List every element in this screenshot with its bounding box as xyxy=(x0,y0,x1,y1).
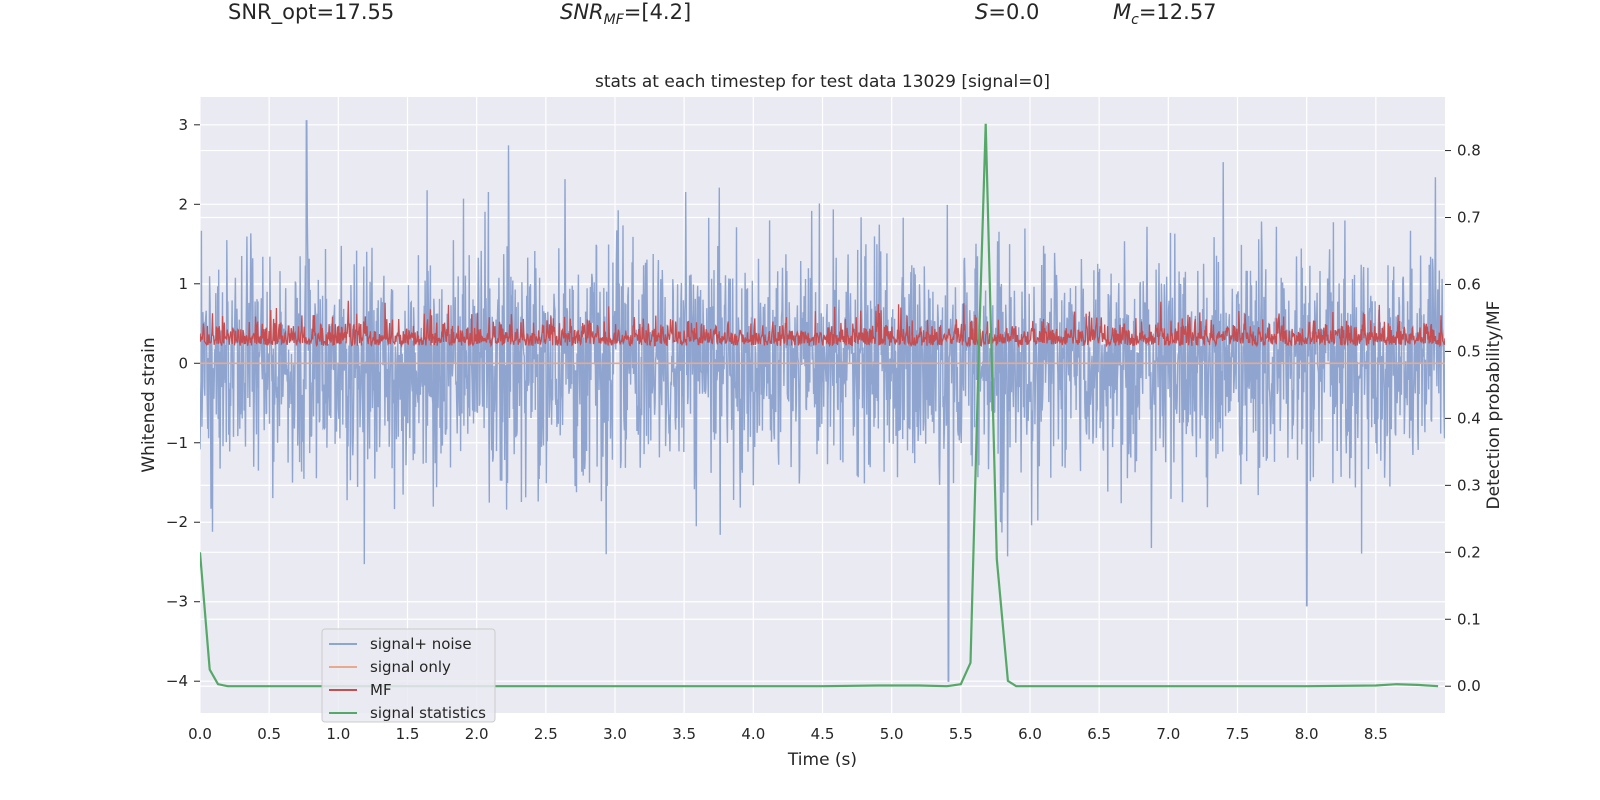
y-tick-label: 1 xyxy=(178,275,188,293)
axis-ticks: 0.0 0.5 1.0 1.5 2.0 2.5 3.0 3.5 4.0 4.5 5.0 5.5 6.0 6… xyxy=(166,116,1481,743)
y-tick-label: −1 xyxy=(166,434,188,452)
legend-entry: signal+ noise xyxy=(370,635,472,653)
x-tick-label: 7.0 xyxy=(1156,725,1180,743)
y2-tick-label: 0.0 xyxy=(1457,677,1481,695)
mc-label: Mc=12.57 xyxy=(1113,0,1217,29)
x-tick-label: 6.5 xyxy=(1087,725,1111,743)
x-tick-label: 1.5 xyxy=(396,725,420,743)
series-mf xyxy=(200,300,1445,349)
y-tick-label: −2 xyxy=(166,513,188,531)
x-tick-label: 2.5 xyxy=(534,725,558,743)
x-tick-label: 5.5 xyxy=(949,725,973,743)
series-group xyxy=(200,120,1445,688)
series-signal-noise xyxy=(200,120,1445,682)
x-tick-label: 0.5 xyxy=(257,725,281,743)
y2-tick-label: 0.5 xyxy=(1457,342,1481,360)
y2-tick-label: 0.3 xyxy=(1457,476,1481,494)
s-label: S=0.0 xyxy=(975,0,1040,24)
chart-title: stats at each timestep for test data 130… xyxy=(595,72,1050,92)
x-tick-label: 0.0 xyxy=(188,725,212,743)
y2-tick-label: 0.1 xyxy=(1457,610,1481,628)
x-tick-label: 1.0 xyxy=(326,725,350,743)
y-tick-label: −4 xyxy=(166,672,188,690)
legend-box xyxy=(321,628,496,723)
legend: signal+ noise signal only MF signal statist… xyxy=(321,628,496,723)
y2-tick-label: 0.7 xyxy=(1457,209,1481,227)
series-signal-statistics xyxy=(200,123,1439,688)
y2-tick-label: 0.4 xyxy=(1457,409,1481,427)
x-tick-label: 6.0 xyxy=(1018,725,1042,743)
y2-tick-label: 0.8 xyxy=(1457,142,1481,160)
x-tick-label: 3.0 xyxy=(603,725,627,743)
x-tick-label: 8.0 xyxy=(1295,725,1319,743)
legend-entry: signal statistics xyxy=(370,704,486,722)
legend-entry: MF xyxy=(370,681,392,699)
snr-opt-label: SNR_opt=17.55 xyxy=(228,0,395,24)
x-tick-label: 4.5 xyxy=(811,725,835,743)
x-tick-label: 2.0 xyxy=(465,725,489,743)
legend-entry: signal only xyxy=(370,658,451,676)
y-tick-label: 0 xyxy=(178,354,188,372)
y-tick-label: 3 xyxy=(178,116,188,134)
x-axis-label: Time (s) xyxy=(787,750,857,770)
y2-axis-label: Detection probability/MF xyxy=(1484,301,1504,510)
y2-tick-label: 0.2 xyxy=(1457,543,1481,561)
y-axis-label: Whitened strain xyxy=(139,337,159,472)
y2-tick-label: 0.6 xyxy=(1457,275,1481,293)
y-tick-label: 2 xyxy=(178,195,188,213)
x-tick-label: 4.0 xyxy=(741,725,765,743)
x-tick-label: 7.5 xyxy=(1226,725,1250,743)
x-tick-label: 5.0 xyxy=(880,725,904,743)
y-tick-label: −3 xyxy=(166,593,188,611)
x-tick-label: 3.5 xyxy=(672,725,696,743)
snr-mf-label: SNRMF=[4.2] xyxy=(560,0,692,29)
x-tick-label: 8.5 xyxy=(1364,725,1388,743)
